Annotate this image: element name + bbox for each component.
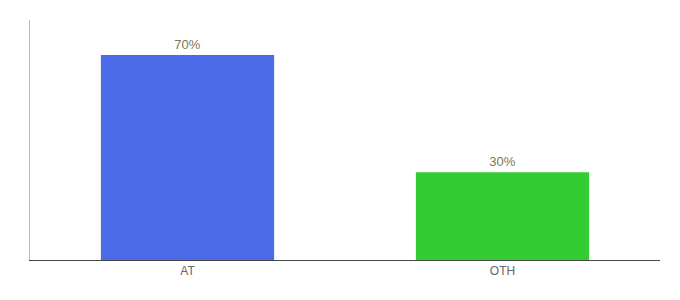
svg-text:AT: AT [180, 264, 195, 278]
svg-text:70%: 70% [174, 37, 200, 52]
svg-text:30%: 30% [489, 154, 515, 169]
svg-text:OTH: OTH [490, 264, 515, 278]
